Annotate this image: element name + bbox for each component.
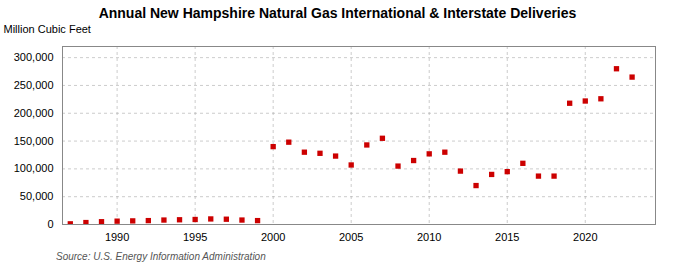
svg-text:1995: 1995 xyxy=(183,231,207,243)
svg-text:Million Cubic Feet: Million Cubic Feet xyxy=(4,23,91,35)
svg-text:2010: 2010 xyxy=(417,231,441,243)
svg-text:100,000: 100,000 xyxy=(14,162,54,174)
svg-text:2015: 2015 xyxy=(495,231,519,243)
svg-text:150,000: 150,000 xyxy=(14,135,54,147)
svg-text:300,000: 300,000 xyxy=(14,51,54,63)
svg-text:2005: 2005 xyxy=(339,231,363,243)
svg-text:200,000: 200,000 xyxy=(14,107,54,119)
html-text:Source: U.S. Energy Informatio: Source: U.S. Energy Information Administ… xyxy=(56,251,266,262)
svg-text:0: 0 xyxy=(47,218,53,230)
html-text:Annual New Hampshire Natural G: Annual New Hampshire Natural Gas Interna… xyxy=(98,5,577,21)
svg-text:50,000: 50,000 xyxy=(20,190,54,202)
svg-text:1990: 1990 xyxy=(105,231,129,243)
svg-text:2020: 2020 xyxy=(573,231,597,243)
svg-text:250,000: 250,000 xyxy=(14,79,54,91)
svg-text:2000: 2000 xyxy=(261,231,285,243)
